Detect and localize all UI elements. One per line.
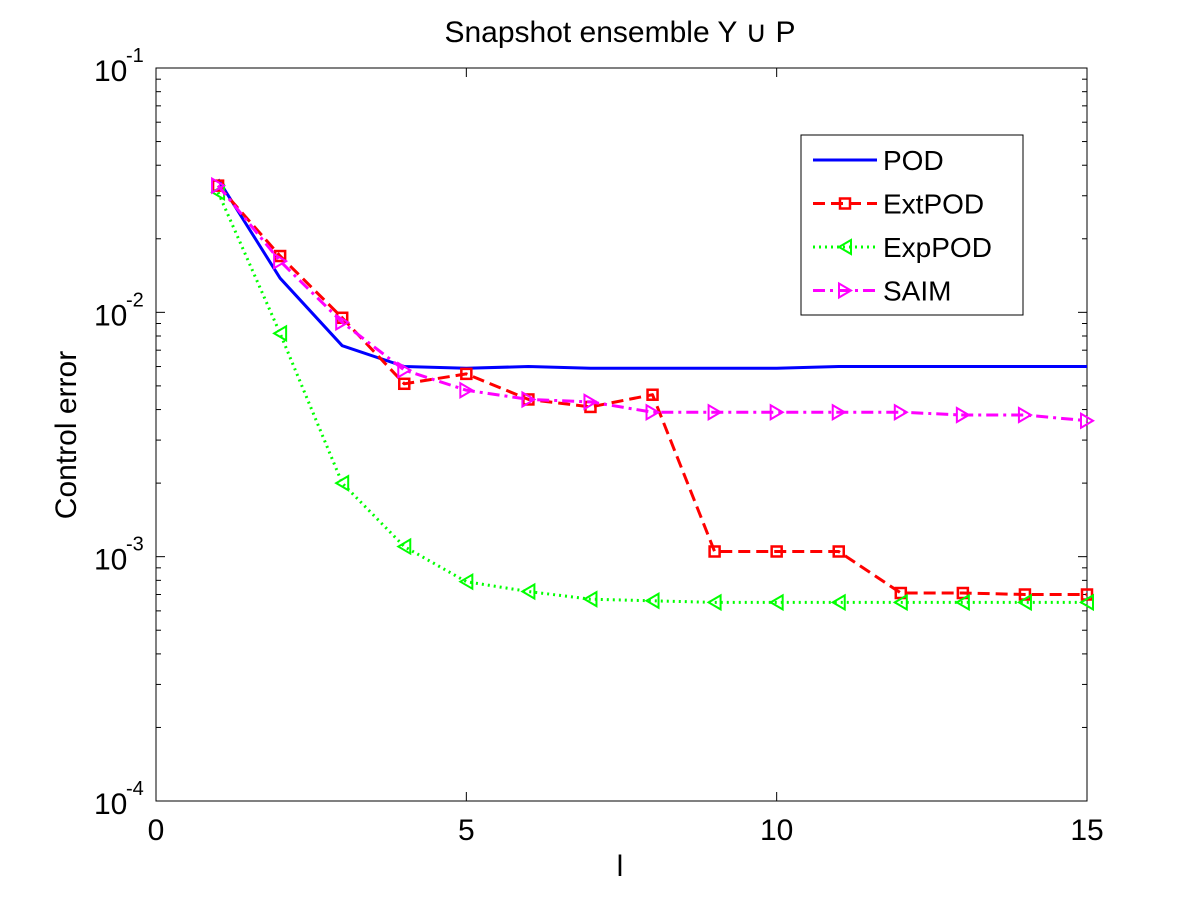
y-tick-label: 10-4 (94, 778, 144, 821)
x-tick-label: 10 (760, 814, 793, 847)
data-point-saim (1017, 406, 1033, 424)
data-point-saim (335, 313, 351, 332)
x-tick-label: 15 (1070, 814, 1103, 847)
legend-label-saim: SAIM (883, 276, 951, 307)
legend-marker-exppod (837, 238, 852, 256)
legend-label-pod: POD (883, 145, 944, 176)
y-tick-label-base: 10 (94, 544, 127, 577)
legend-item-pod: POD (813, 145, 944, 176)
data-point-extpod (646, 388, 659, 401)
series-line-pod (216, 178, 1087, 370)
data-point-extpod (398, 377, 411, 391)
data-point-exppod (644, 592, 660, 610)
series-saim (211, 176, 1095, 430)
data-point-exppod (706, 593, 722, 612)
legend-marker-saim (838, 281, 853, 300)
y-tick-label-exponent: -4 (126, 778, 144, 800)
data-point-saim (397, 361, 413, 379)
data-point-saim (273, 252, 289, 270)
data-point-exppod (954, 593, 970, 612)
legend-item-exppod: ExpPOD (813, 232, 992, 263)
data-point-extpod (460, 367, 473, 381)
data-point-saim (211, 176, 227, 195)
data-point-extpod (708, 545, 721, 558)
data-point-saim (769, 403, 785, 421)
y-tick-label: 10-1 (94, 45, 144, 88)
series-pod (216, 178, 1087, 370)
data-point-exppod (830, 593, 846, 612)
data-point-extpod (770, 545, 783, 558)
y-tick-label: 10-2 (94, 289, 144, 332)
x-tick-label: 5 (458, 814, 475, 847)
legend-label-exppod: ExpPOD (883, 232, 992, 263)
data-point-saim (707, 403, 723, 421)
x-tick-label: 0 (148, 814, 165, 847)
data-point-exppod (892, 593, 908, 612)
data-point-extpod (832, 545, 845, 558)
data-point-saim (459, 381, 475, 399)
data-point-saim (831, 403, 847, 421)
y-tick-label-base: 10 (94, 55, 127, 88)
legend-marker-extpod (838, 197, 852, 210)
y-tick-label: 10-3 (94, 534, 144, 577)
data-point-saim (955, 406, 971, 424)
chart-title: Snapshot ensemble Y ∪ P (444, 16, 795, 49)
data-point-exppod (1016, 593, 1032, 612)
data-point-saim (645, 403, 661, 421)
axes-box (155, 67, 1088, 802)
data-point-exppod (768, 593, 784, 612)
legend-item-saim: SAIM (813, 276, 951, 307)
data-point-exppod (272, 324, 288, 343)
series-exppod (210, 183, 1094, 612)
legend-item-extpod: ExtPOD (813, 189, 984, 220)
data-point-saim (583, 393, 599, 411)
legend-label-extpod: ExtPOD (883, 189, 984, 220)
data-point-exppod (334, 474, 350, 492)
x-axis-label: l (617, 850, 624, 883)
data-point-exppod (582, 590, 598, 608)
y-tick-label-base: 10 (94, 788, 127, 821)
y-tick-label-exponent: -3 (126, 534, 144, 556)
data-point-exppod (1079, 593, 1094, 612)
data-point-exppod (396, 537, 412, 556)
y-tick-label-exponent: -1 (126, 45, 144, 67)
series-line-extpod (216, 184, 1087, 596)
legend: POD ExtPOD ExpPOD SAIM (800, 134, 1024, 316)
y-tick-label-base: 10 (94, 299, 127, 332)
y-tick-label-exponent: -2 (126, 289, 144, 311)
series-line-saim (216, 184, 1088, 423)
data-point-saim (521, 390, 537, 409)
data-point-exppod (458, 572, 474, 591)
data-point-saim (1080, 412, 1095, 430)
y-axis-label: Control error (50, 351, 83, 519)
data-point-saim (893, 403, 909, 421)
data-point-exppod (520, 582, 536, 601)
